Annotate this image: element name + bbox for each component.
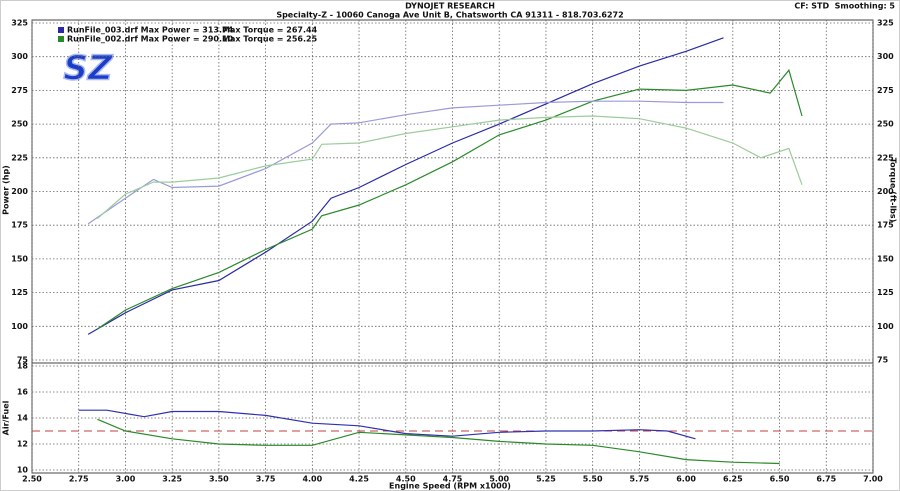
y-tick-label: 100 [11,322,28,331]
legend-label: RunFile_003.drf Max Power = 313.74 [67,26,234,35]
settings-note: CF: STD Smoothing: 5 [794,2,895,11]
y2-tick-label: 225 [877,153,894,162]
x-tick-label: 4.25 [349,475,369,484]
y-tick-label: 325 [11,19,28,28]
data-line [97,68,803,330]
x-tick-label: 2.75 [69,475,89,484]
data-line [87,37,724,335]
data-line [97,418,780,465]
y-tick-label: 10 [17,466,29,475]
y-tick-label: 150 [11,254,28,263]
legend-detail: Max Torque = 256.25 [222,35,318,44]
y-tick-label: 175 [11,221,28,230]
y-tick-label: 250 [11,120,28,129]
x-tick-label: 3.00 [116,475,136,484]
x-tick-label: 2.50 [22,475,42,484]
x-tick-label: 5.50 [583,475,603,484]
y2-tick-label: 300 [877,52,894,61]
y-tick-label: 125 [11,288,28,297]
x-tick-label: 5.25 [536,475,556,484]
y-tick-label: 16 [17,388,29,397]
y-tick-label: 200 [11,187,28,196]
y2-tick-label: 325 [877,19,894,28]
x-tick-label: 6.50 [770,475,790,484]
y-tick-label: 75 [17,356,29,365]
data-line [97,115,803,219]
y2-tick-label: 200 [877,187,894,196]
x-tick-label: 6.00 [676,475,696,484]
y2-tick-label: 275 [877,86,894,95]
y-tick-label: 225 [11,153,28,162]
chart-title: DYNOJET RESEARCH [405,2,495,11]
y2-tick-label: 125 [877,288,894,297]
y-tick-label: 275 [11,86,28,95]
y2-tick-label: 100 [877,322,894,331]
x-tick-label: 5.00 [489,475,509,484]
legend-swatch [58,36,64,42]
data-line [78,409,696,440]
y2-tick-label: 75 [877,356,889,365]
x-tick-label: 6.25 [723,475,743,484]
y-tick-label: 300 [11,52,28,61]
x-tick-label: 4.50 [396,475,416,484]
legend-swatch [58,27,64,33]
data-line [87,100,724,225]
x-tick-label: 4.75 [443,475,463,484]
y2-tick-label: 250 [877,120,894,129]
legend-label: RunFile_002.drf Max Power = 290.10 [67,35,234,44]
y-tick-label: 14 [17,414,29,423]
y-axis-label: Power (hp) [2,165,11,215]
legend-detail: Max Torque = 267.44 [222,26,318,35]
x-tick-label: 7.00 [863,475,883,484]
y2-tick-label: 150 [877,254,894,263]
x-tick-label: 3.50 [209,475,229,484]
y2-tick-label: 175 [877,221,894,230]
x-tick-label: 5.75 [630,475,650,484]
y-tick-label: 12 [17,440,28,449]
x-axis-label: Engine Speed (RPM x1000) [389,482,511,491]
y2-axis-label: Torque (ft-lbs) [889,158,898,223]
y-tick-label: 18 [17,362,29,371]
x-tick-label: 4.00 [302,475,322,484]
x-tick-label: 6.75 [816,475,836,484]
chart-subtitle: Specialty-Z - 10060 Canoga Ave Unit B, C… [276,11,623,20]
afr-axis-label: Air/Fuel [2,400,11,435]
logo: SZ [63,49,113,89]
x-tick-label: 3.75 [256,475,276,484]
x-tick-label: 3.25 [162,475,182,484]
